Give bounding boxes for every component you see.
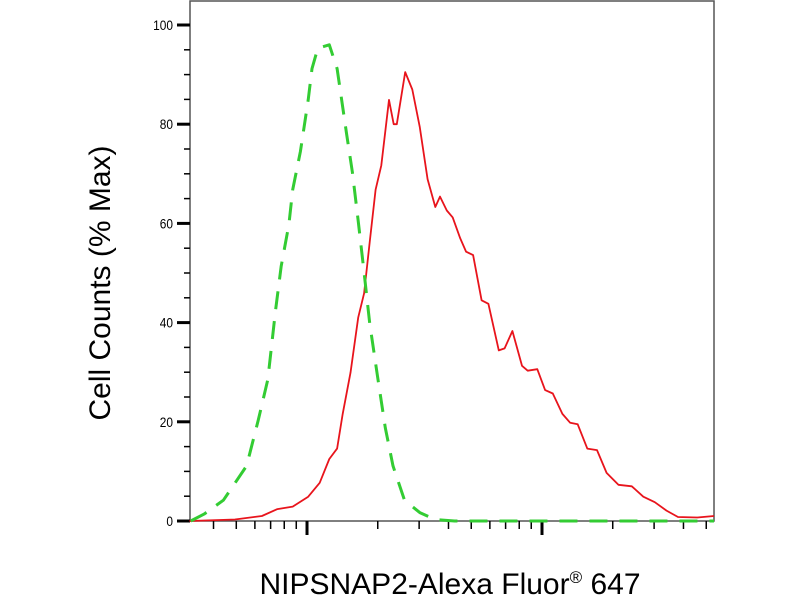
y-axis: 0 20 40 60 80 100 xyxy=(153,17,190,529)
x-axis-label: NIPSNAP2-Alexa Fluor® 647 xyxy=(259,568,640,600)
y-tick-label: 100 xyxy=(153,17,173,33)
y-tick-label: 80 xyxy=(160,116,173,132)
stained-sample-curve xyxy=(189,71,715,522)
y-axis-label: Cell Counts (% Max) xyxy=(84,145,117,420)
x-axis xyxy=(212,521,707,535)
plot-frame xyxy=(189,0,715,522)
y-tick-label: 20 xyxy=(160,414,173,430)
y-tick-label: 0 xyxy=(166,513,173,529)
y-tick-label: 40 xyxy=(160,315,173,331)
isotype-control-curve xyxy=(190,43,714,523)
y-tick-label: 60 xyxy=(160,215,173,231)
